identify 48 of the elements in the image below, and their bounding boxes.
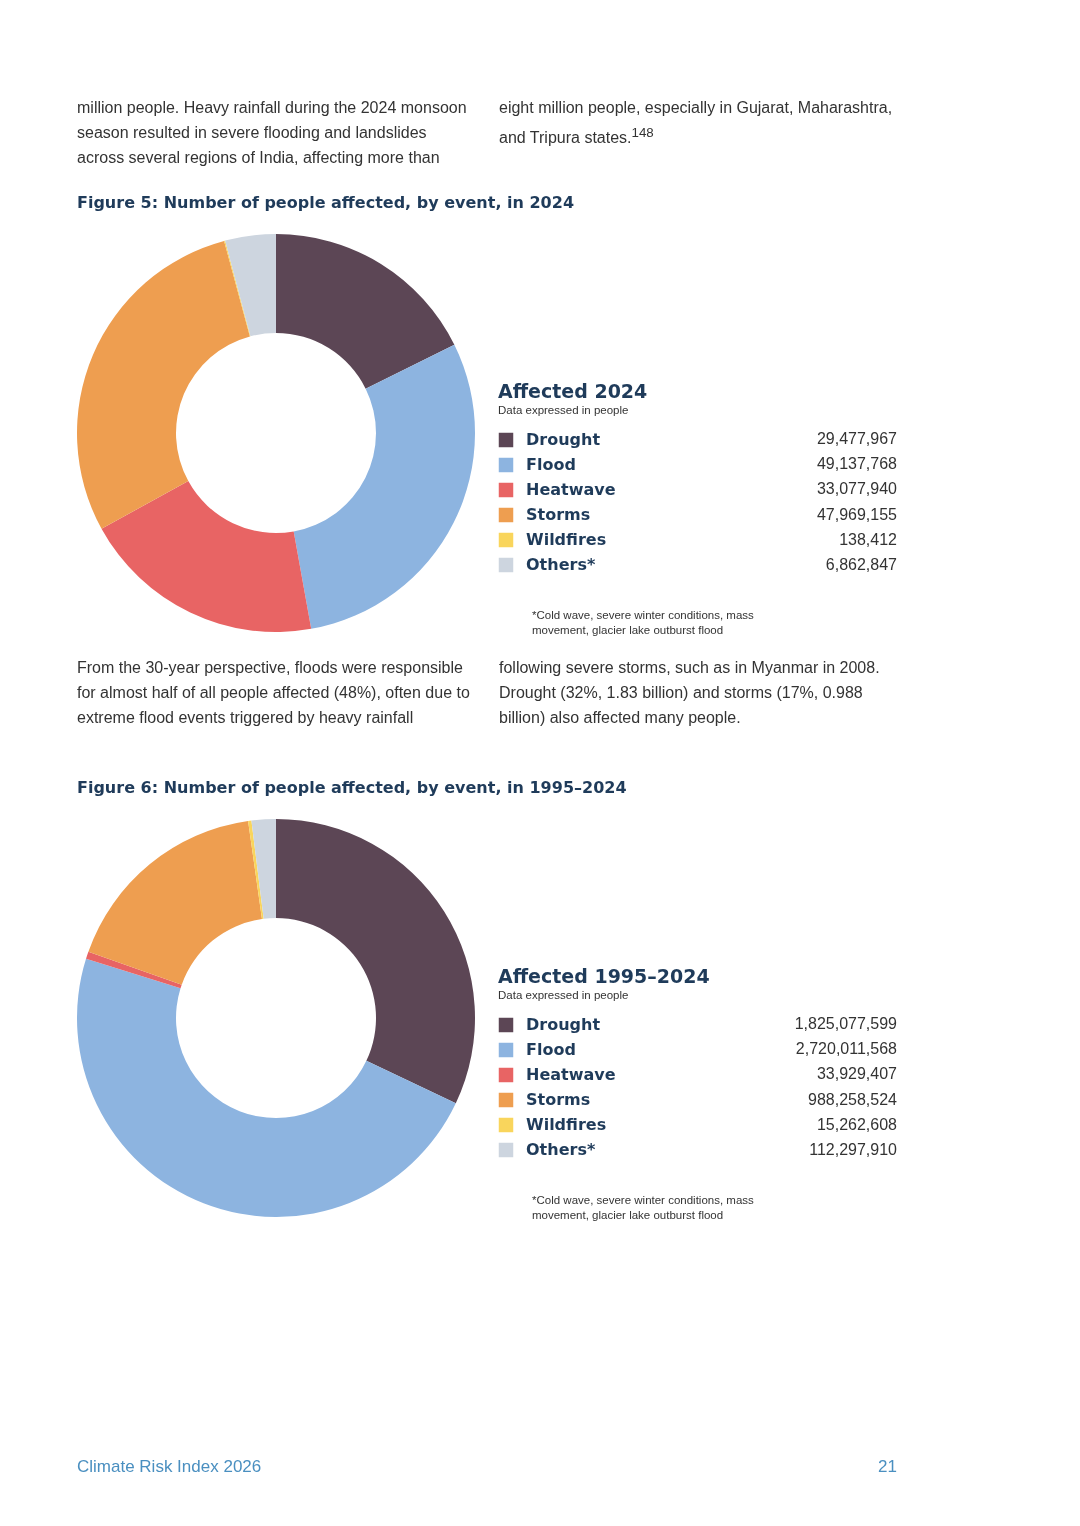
donut-slice [276, 819, 475, 1104]
donut-slice [251, 819, 276, 919]
legend-label: Drought [526, 430, 601, 449]
legend-title: Affected 2024 [498, 380, 648, 402]
donut-slice [77, 240, 250, 529]
text: Data expressed in people [498, 404, 629, 416]
data-label: 112,297,910 [809, 1141, 898, 1158]
legend-label: Others* [526, 1140, 596, 1159]
data-label: 2,720,011,568 [795, 1040, 898, 1058]
donut-slice [86, 951, 182, 989]
donut-slice [293, 344, 475, 629]
chart-title: Figure 5: Number of people affected, by event, in 2024 [77, 193, 575, 212]
donut-slice [225, 234, 276, 337]
donut-slice [101, 481, 312, 632]
data-label: 49,137,768 [816, 455, 898, 473]
text: *Cold wave, severe winter conditions, mass movement, glacier lake outburst flood [532, 1193, 755, 1223]
legend-label: Heatwave [526, 480, 616, 499]
text: Data expressed in people [498, 989, 629, 1001]
text: million people. Heavy rainfall during the 2024 monsoon season resulted in severe flooding and landslides across several regions of India, affecting more than eight million people, especially in Gujarat, Maharashtra, and Tripura states.$^{148}$ [77, 99, 893, 166]
legend-label: Storms [526, 1090, 591, 1109]
legend-label: Flood [526, 1040, 576, 1059]
data-label: 15,262,608 [816, 1115, 898, 1133]
donut-slice [276, 234, 455, 389]
legend-label: Wildfires [526, 1115, 607, 1134]
legend-label: Wildfires [526, 530, 607, 549]
data-label: 988,258,524 [808, 1090, 898, 1108]
data-label: 138,412 [839, 530, 898, 548]
data-label: 6,862,847 [825, 556, 898, 573]
text: 21 [878, 1457, 897, 1477]
donut-slice [88, 820, 262, 985]
donut-slice [224, 240, 251, 337]
legend-label: Heatwave [526, 1065, 616, 1084]
legend-label: Others* [526, 555, 596, 574]
data-label: 33,929,407 [816, 1065, 898, 1083]
text: *Cold wave, severe winter conditions, mass movement, glacier lake outburst flood [532, 608, 755, 638]
text: From the 30-year perspective, floods were responsible for almost half of all people affected (48%), often due to extreme flood events triggered by heavy rainfall following severe storms, such as in Myanmar in 2008. Drought (32%, 1.83 billion) and storms (17%, 0.988 billion) also affected many people. [77, 659, 880, 726]
chart-title: Figure 6: Number of people affected, by event, in 1995–2024 [77, 778, 627, 797]
data-label: 29,477,967 [816, 430, 898, 447]
data-label: 47,969,155 [816, 505, 898, 523]
legend-label: Storms [526, 505, 591, 524]
legend-title: Affected 1995–2024 [498, 965, 710, 987]
legend-label: Flood [526, 455, 576, 474]
donut-slice [77, 958, 456, 1217]
data-label: 33,077,940 [816, 480, 898, 498]
legend-label: Drought [526, 1015, 601, 1034]
text: Climate Risk Index 2026 [77, 1457, 262, 1477]
donut-slice [248, 820, 264, 919]
data-label: 1,825,077,599 [794, 1015, 898, 1032]
